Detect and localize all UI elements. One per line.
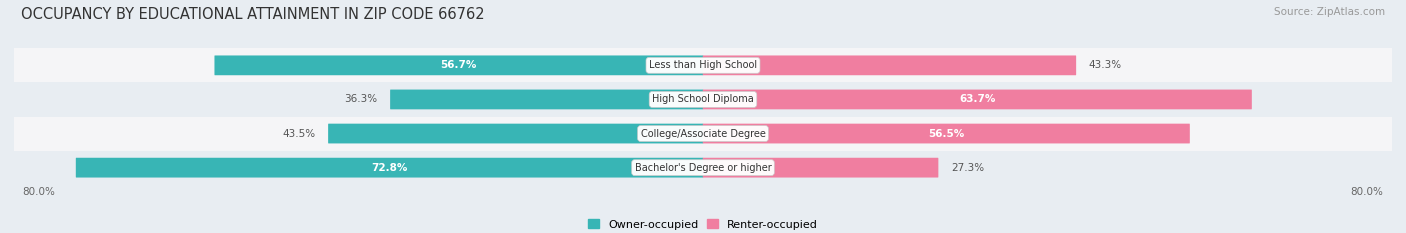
- Text: 43.5%: 43.5%: [283, 129, 315, 139]
- Text: OCCUPANCY BY EDUCATIONAL ATTAINMENT IN ZIP CODE 66762: OCCUPANCY BY EDUCATIONAL ATTAINMENT IN Z…: [21, 7, 485, 22]
- Text: Less than High School: Less than High School: [650, 60, 756, 70]
- FancyBboxPatch shape: [328, 124, 703, 144]
- Text: 43.3%: 43.3%: [1088, 60, 1122, 70]
- Text: 63.7%: 63.7%: [959, 94, 995, 104]
- FancyBboxPatch shape: [703, 158, 938, 178]
- Text: 36.3%: 36.3%: [344, 94, 377, 104]
- Text: 80.0%: 80.0%: [1350, 187, 1384, 197]
- FancyBboxPatch shape: [76, 158, 703, 178]
- Text: Source: ZipAtlas.com: Source: ZipAtlas.com: [1274, 7, 1385, 17]
- Legend: Owner-occupied, Renter-occupied: Owner-occupied, Renter-occupied: [583, 215, 823, 233]
- Text: 72.8%: 72.8%: [371, 163, 408, 173]
- FancyBboxPatch shape: [14, 82, 1392, 116]
- FancyBboxPatch shape: [14, 116, 1392, 151]
- Text: 56.7%: 56.7%: [440, 60, 477, 70]
- Text: 80.0%: 80.0%: [22, 187, 56, 197]
- FancyBboxPatch shape: [14, 48, 1392, 82]
- Text: 56.5%: 56.5%: [928, 129, 965, 139]
- FancyBboxPatch shape: [14, 151, 1392, 185]
- Text: Bachelor's Degree or higher: Bachelor's Degree or higher: [634, 163, 772, 173]
- Text: College/Associate Degree: College/Associate Degree: [641, 129, 765, 139]
- FancyBboxPatch shape: [703, 55, 1076, 75]
- Text: 27.3%: 27.3%: [950, 163, 984, 173]
- FancyBboxPatch shape: [703, 124, 1189, 144]
- FancyBboxPatch shape: [389, 89, 703, 109]
- Text: High School Diploma: High School Diploma: [652, 94, 754, 104]
- FancyBboxPatch shape: [703, 89, 1251, 109]
- FancyBboxPatch shape: [215, 55, 703, 75]
